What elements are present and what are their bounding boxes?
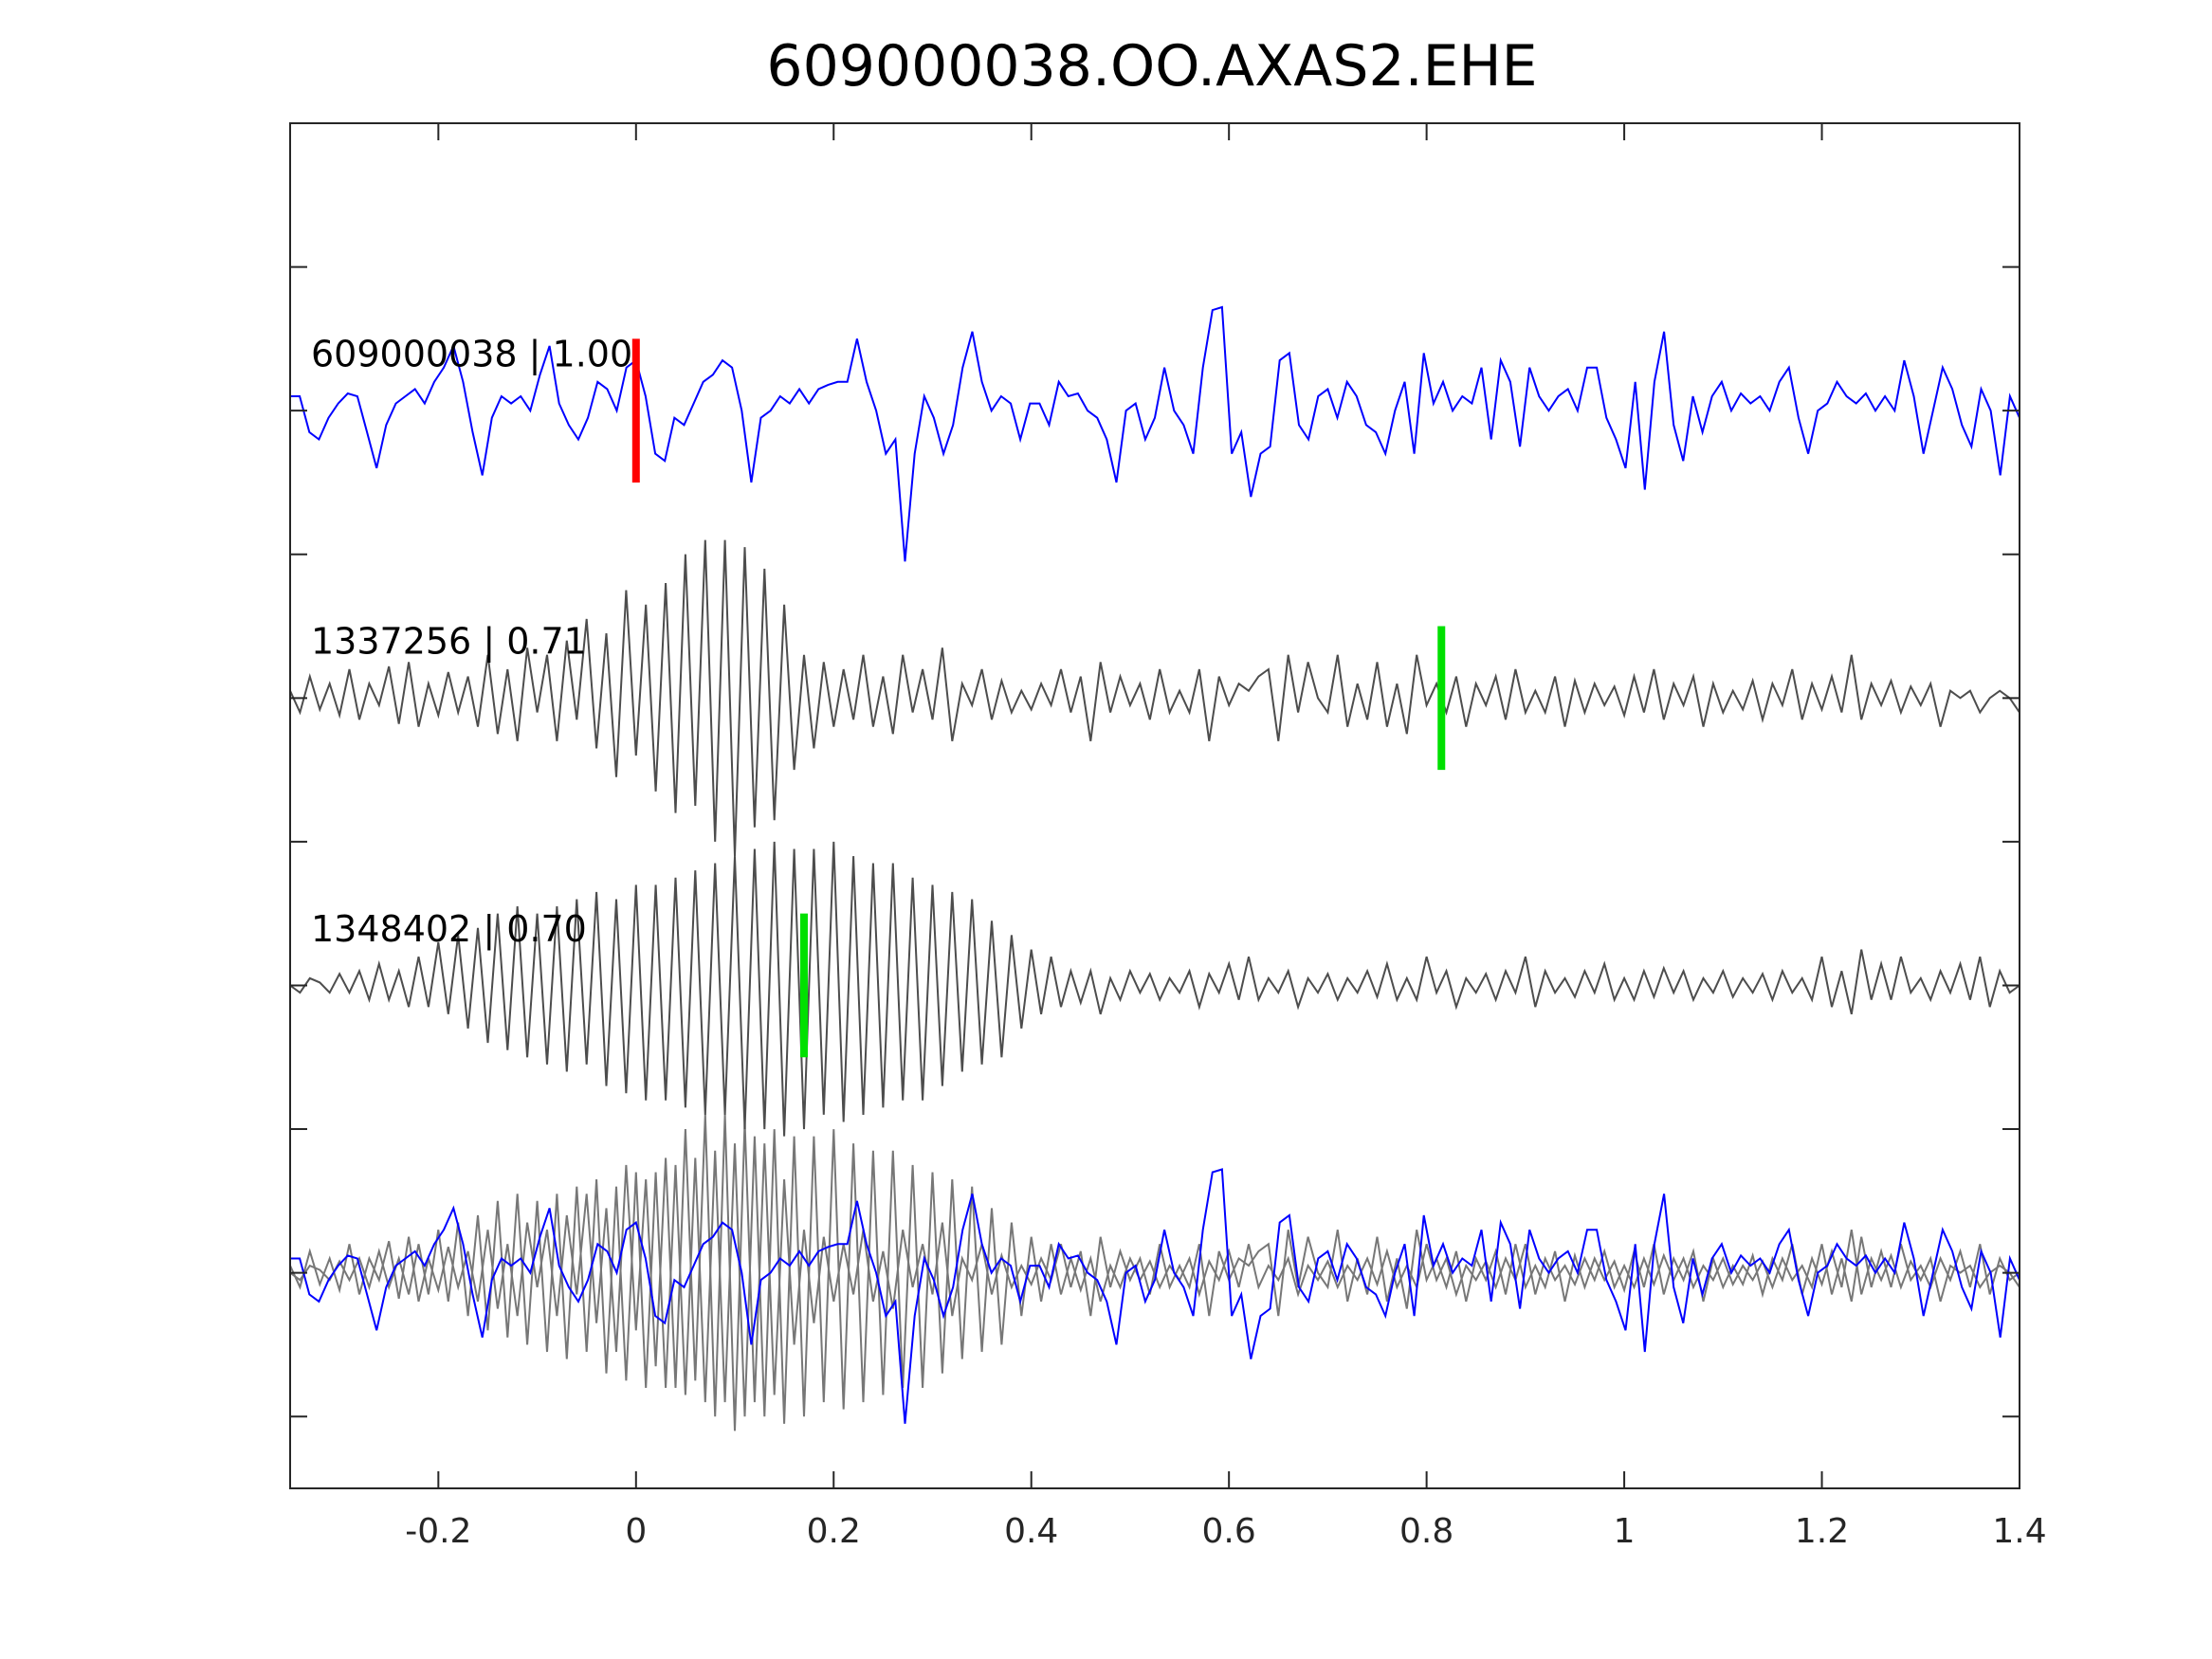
overlay-trace-1337256 bbox=[289, 1114, 2020, 1431]
overlay-trace-1348402 bbox=[289, 1129, 2020, 1424]
x-tick-label: -0.2 bbox=[405, 1512, 471, 1551]
x-tick-label: 1.2 bbox=[1795, 1512, 1849, 1551]
trace-1337256 bbox=[289, 539, 2020, 857]
trace-609000038 bbox=[290, 305, 2020, 562]
x-tick-labels: -0.2 0 0.2 0.4 0.6 0.8 1 1.2 1.4 bbox=[405, 1512, 2046, 1551]
trace-1348402 bbox=[289, 841, 2020, 1137]
x-tick-label: 0 bbox=[625, 1512, 647, 1551]
x-tick-label: 1 bbox=[1614, 1512, 1636, 1551]
plot-frame bbox=[289, 122, 2020, 1489]
x-tick-label: 0.4 bbox=[1004, 1512, 1058, 1551]
x-tick-label: 0.2 bbox=[807, 1512, 861, 1551]
chart-title: 609000038.OO.AXAS2.EHE bbox=[766, 33, 1537, 100]
trace-label-3: 1348402 | 0.70 bbox=[311, 908, 587, 951]
x-tick-label: 1.4 bbox=[1992, 1512, 2046, 1551]
x-tick-label: 0.8 bbox=[1399, 1512, 1453, 1551]
trace-labels: 609000038 | 1.00 1337256 | 0.71 1348402 … bbox=[311, 334, 632, 951]
x-tick-label: 0.6 bbox=[1202, 1512, 1256, 1551]
overlay-trace-609000038 bbox=[290, 1168, 2020, 1424]
trace-label-2: 1337256 | 0.71 bbox=[311, 621, 587, 664]
traces-layer bbox=[289, 305, 2020, 1431]
trace-label-1: 609000038 | 1.00 bbox=[311, 334, 632, 376]
axes bbox=[289, 122, 2020, 1489]
